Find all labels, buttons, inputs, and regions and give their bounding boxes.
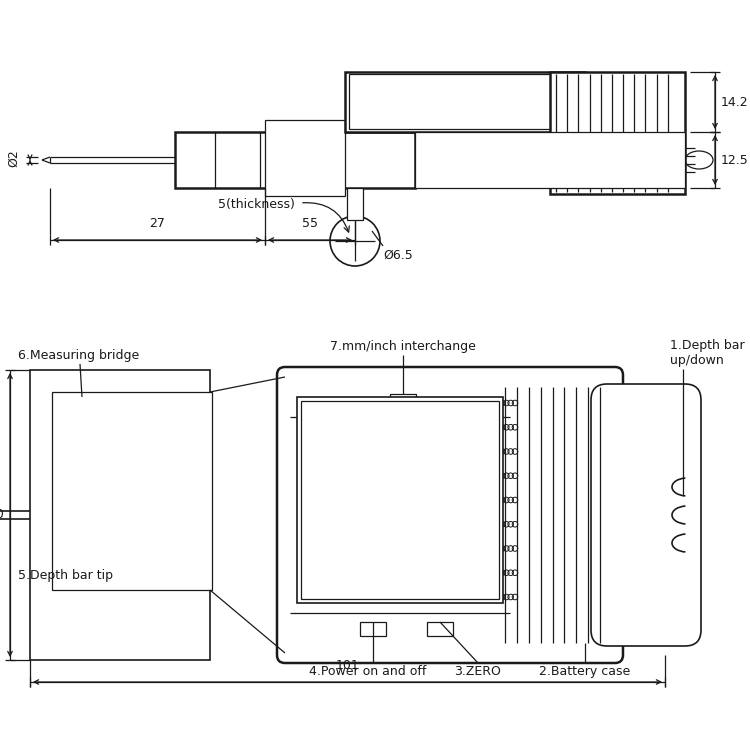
- Text: 7.mm/inch interchange: 7.mm/inch interchange: [330, 340, 476, 353]
- Text: 60: 60: [0, 509, 4, 521]
- Text: 5.Depth bar tip: 5.Depth bar tip: [18, 568, 113, 581]
- Text: 55: 55: [302, 217, 318, 230]
- Bar: [347, 188, 363, 220]
- Text: 4.Power on and off: 4.Power on and off: [309, 665, 427, 678]
- Bar: [297, 397, 503, 603]
- Bar: [345, 72, 585, 132]
- Text: Ø2: Ø2: [7, 149, 20, 167]
- Text: 2.Battery case: 2.Battery case: [539, 665, 631, 678]
- Text: 14.2: 14.2: [721, 95, 748, 109]
- Bar: [52, 392, 212, 590]
- Bar: [30, 370, 210, 660]
- Text: 27: 27: [149, 217, 166, 230]
- Bar: [390, 394, 416, 408]
- Bar: [349, 74, 581, 129]
- Text: 3.ZERO: 3.ZERO: [454, 665, 502, 678]
- Text: Ø6.5: Ø6.5: [383, 249, 412, 262]
- FancyBboxPatch shape: [277, 367, 623, 663]
- Bar: [265, 120, 345, 196]
- Text: 5(thickness): 5(thickness): [218, 198, 295, 211]
- Bar: [301, 401, 499, 599]
- Text: 101: 101: [336, 659, 359, 672]
- FancyBboxPatch shape: [591, 384, 701, 646]
- Bar: [427, 622, 453, 636]
- Bar: [360, 622, 386, 636]
- Ellipse shape: [685, 151, 713, 169]
- Text: 12.5: 12.5: [721, 154, 748, 166]
- Text: 6.Measuring bridge: 6.Measuring bridge: [18, 349, 140, 362]
- Bar: [415, 132, 685, 188]
- Text: 1.Depth bar
up/down: 1.Depth bar up/down: [670, 339, 745, 367]
- Bar: [550, 72, 685, 194]
- Bar: [175, 132, 415, 188]
